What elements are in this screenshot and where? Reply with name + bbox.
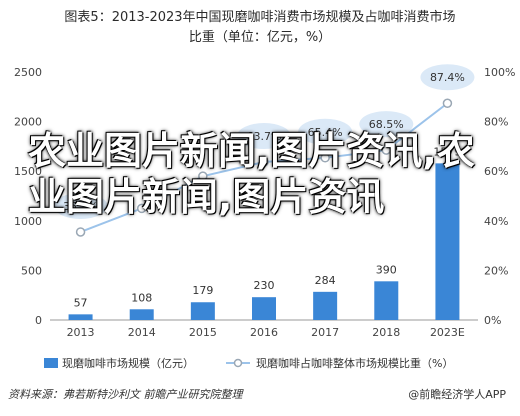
bar-value-label: 179	[192, 284, 213, 297]
y-left-tick-label: 500	[21, 264, 42, 277]
line-value-label: 63.7%	[247, 130, 282, 143]
bar	[374, 281, 399, 320]
bar-value-label: 108	[131, 291, 152, 304]
bar-value-label: 390	[376, 263, 397, 276]
y-left-tick-label: 1500	[14, 165, 42, 178]
bar	[190, 302, 215, 320]
legend-line-marker	[233, 358, 243, 368]
chart-title: 图表5：2013-2023年中国现磨咖啡消费市场规模及占咖啡消费市场 比重（单位…	[0, 8, 520, 48]
y-left-tick-label: 2500	[14, 66, 42, 79]
line-point	[381, 145, 392, 155]
line-label-bubble	[298, 118, 353, 145]
chart-title-line2: 比重（单位：亿元，%）	[188, 30, 332, 45]
line-point	[320, 153, 330, 163]
x-tick-label: 2023E	[430, 326, 465, 339]
x-tick-label: 2018	[372, 326, 400, 339]
line-label-bubble	[359, 111, 414, 138]
line-point	[442, 98, 453, 108]
source-note: 资料来源：弗若斯特沙利文 前瞻产业研究院整理	[8, 388, 243, 401]
line-label-bubble	[420, 64, 475, 91]
x-tick-label: 2015	[189, 326, 217, 339]
line-point	[198, 171, 208, 181]
y-right-tick-label: 0%	[484, 314, 501, 327]
y-left-tick-label: 1000	[14, 215, 42, 228]
x-tick-label: 2013	[67, 326, 95, 339]
bar-value-label: 284	[315, 274, 336, 287]
x-tick-label: 2014	[128, 326, 156, 339]
bar	[68, 314, 93, 320]
y-left-tick-label: 0	[35, 314, 42, 327]
line-point	[75, 227, 86, 237]
y-right-tick-label: 60%	[484, 165, 508, 178]
legend-bar-swatch	[44, 358, 58, 368]
line-point	[136, 203, 147, 214]
y-right-tick-label: 20%	[484, 264, 508, 277]
bar-value-label: 230	[254, 279, 275, 292]
x-tick-label: 2017	[311, 326, 339, 339]
line-label-bubble	[237, 123, 291, 150]
bar	[252, 297, 276, 320]
line-value-label: 35.5%	[63, 200, 98, 213]
y-left-tick-label: 2000	[14, 116, 42, 129]
bar	[313, 291, 338, 320]
x-tick-label: 2016	[250, 326, 278, 339]
y-right-tick-label: 100%	[484, 66, 515, 79]
line-value-label: 68.5%	[369, 118, 404, 131]
bar	[435, 163, 460, 320]
bar-value-label: 57	[74, 296, 88, 309]
chart-title-line1: 图表5：2013-2023年中国现磨咖啡消费市场规模及占咖啡消费市场	[64, 10, 456, 25]
legend-bar-label: 现磨咖啡市场规模（亿元）	[62, 356, 194, 370]
line-value-label: 65.4%	[308, 126, 343, 139]
line-value-label: 87.4%	[430, 71, 465, 84]
bar-value-label: 1579	[433, 145, 461, 158]
legend-line-label: 现磨咖啡占咖啡整体市场规模比重（%）	[256, 356, 453, 370]
y-right-tick-label: 40%	[484, 215, 508, 228]
bar	[129, 309, 154, 320]
y-right-tick-label: 80%	[484, 116, 508, 129]
line-point	[259, 157, 269, 167]
brand-credit: @前瞻经济学人APP	[408, 388, 506, 401]
line-label-bubble	[53, 192, 108, 219]
